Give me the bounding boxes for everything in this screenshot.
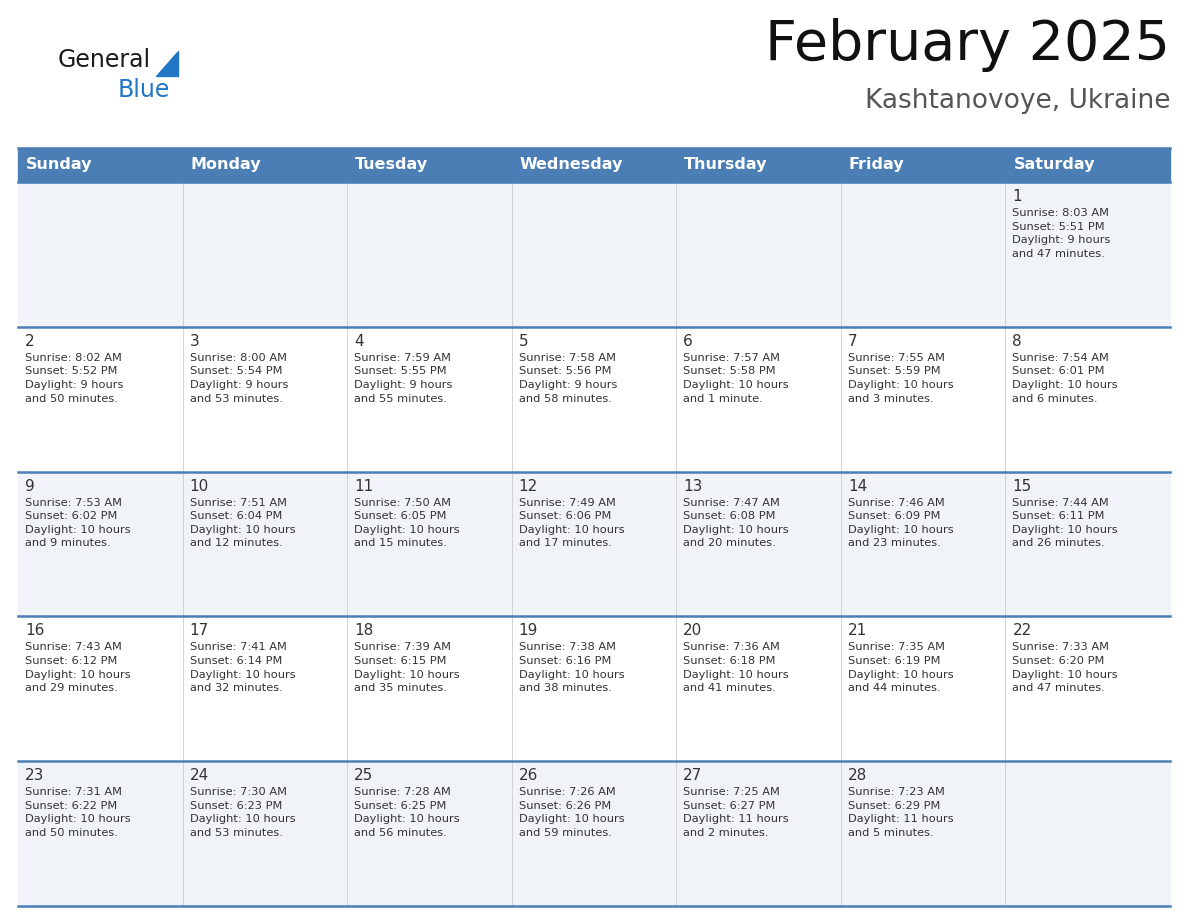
Text: Sunrise: 8:03 AM
Sunset: 5:51 PM
Daylight: 9 hours
and 47 minutes.: Sunrise: 8:03 AM Sunset: 5:51 PM Dayligh… <box>1012 208 1111 259</box>
Text: 20: 20 <box>683 623 702 638</box>
Text: 23: 23 <box>25 768 44 783</box>
Text: 1: 1 <box>1012 189 1022 204</box>
Text: 26: 26 <box>519 768 538 783</box>
Text: Sunrise: 7:36 AM
Sunset: 6:18 PM
Daylight: 10 hours
and 41 minutes.: Sunrise: 7:36 AM Sunset: 6:18 PM Dayligh… <box>683 643 789 693</box>
Text: Sunrise: 7:28 AM
Sunset: 6:25 PM
Daylight: 10 hours
and 56 minutes.: Sunrise: 7:28 AM Sunset: 6:25 PM Dayligh… <box>354 788 460 838</box>
Text: Sunrise: 7:38 AM
Sunset: 6:16 PM
Daylight: 10 hours
and 38 minutes.: Sunrise: 7:38 AM Sunset: 6:16 PM Dayligh… <box>519 643 625 693</box>
Text: 11: 11 <box>354 478 373 494</box>
Text: February 2025: February 2025 <box>765 18 1170 72</box>
Text: 9: 9 <box>25 478 34 494</box>
Text: Sunrise: 7:50 AM
Sunset: 6:05 PM
Daylight: 10 hours
and 15 minutes.: Sunrise: 7:50 AM Sunset: 6:05 PM Dayligh… <box>354 498 460 548</box>
Text: Monday: Monday <box>190 158 261 173</box>
Text: Wednesday: Wednesday <box>519 158 623 173</box>
Text: Sunrise: 7:31 AM
Sunset: 6:22 PM
Daylight: 10 hours
and 50 minutes.: Sunrise: 7:31 AM Sunset: 6:22 PM Dayligh… <box>25 788 131 838</box>
Text: Thursday: Thursday <box>684 158 767 173</box>
Text: Sunday: Sunday <box>26 158 93 173</box>
Text: 7: 7 <box>848 334 858 349</box>
Text: Sunrise: 7:47 AM
Sunset: 6:08 PM
Daylight: 10 hours
and 20 minutes.: Sunrise: 7:47 AM Sunset: 6:08 PM Dayligh… <box>683 498 789 548</box>
Text: Sunrise: 7:33 AM
Sunset: 6:20 PM
Daylight: 10 hours
and 47 minutes.: Sunrise: 7:33 AM Sunset: 6:20 PM Dayligh… <box>1012 643 1118 693</box>
Text: Sunrise: 7:30 AM
Sunset: 6:23 PM
Daylight: 10 hours
and 53 minutes.: Sunrise: 7:30 AM Sunset: 6:23 PM Dayligh… <box>190 788 295 838</box>
Text: Sunrise: 7:41 AM
Sunset: 6:14 PM
Daylight: 10 hours
and 32 minutes.: Sunrise: 7:41 AM Sunset: 6:14 PM Dayligh… <box>190 643 295 693</box>
Text: 28: 28 <box>848 768 867 783</box>
Text: 22: 22 <box>1012 623 1031 638</box>
Text: Sunrise: 7:54 AM
Sunset: 6:01 PM
Daylight: 10 hours
and 6 minutes.: Sunrise: 7:54 AM Sunset: 6:01 PM Dayligh… <box>1012 353 1118 404</box>
Text: 16: 16 <box>25 623 44 638</box>
Text: Kashtanovoye, Ukraine: Kashtanovoye, Ukraine <box>865 88 1170 114</box>
Bar <box>18 327 1170 472</box>
Text: 3: 3 <box>190 334 200 349</box>
Text: Sunrise: 8:02 AM
Sunset: 5:52 PM
Daylight: 9 hours
and 50 minutes.: Sunrise: 8:02 AM Sunset: 5:52 PM Dayligh… <box>25 353 124 404</box>
Text: Sunrise: 7:35 AM
Sunset: 6:19 PM
Daylight: 10 hours
and 44 minutes.: Sunrise: 7:35 AM Sunset: 6:19 PM Dayligh… <box>848 643 954 693</box>
Text: Sunrise: 7:53 AM
Sunset: 6:02 PM
Daylight: 10 hours
and 9 minutes.: Sunrise: 7:53 AM Sunset: 6:02 PM Dayligh… <box>25 498 131 548</box>
Text: Sunrise: 7:55 AM
Sunset: 5:59 PM
Daylight: 10 hours
and 3 minutes.: Sunrise: 7:55 AM Sunset: 5:59 PM Dayligh… <box>848 353 954 404</box>
Polygon shape <box>156 51 178 76</box>
Text: Sunrise: 8:00 AM
Sunset: 5:54 PM
Daylight: 9 hours
and 53 minutes.: Sunrise: 8:00 AM Sunset: 5:54 PM Dayligh… <box>190 353 287 404</box>
Text: Sunrise: 7:57 AM
Sunset: 5:58 PM
Daylight: 10 hours
and 1 minute.: Sunrise: 7:57 AM Sunset: 5:58 PM Dayligh… <box>683 353 789 404</box>
Text: 4: 4 <box>354 334 364 349</box>
Text: 17: 17 <box>190 623 209 638</box>
Text: Sunrise: 7:49 AM
Sunset: 6:06 PM
Daylight: 10 hours
and 17 minutes.: Sunrise: 7:49 AM Sunset: 6:06 PM Dayligh… <box>519 498 625 548</box>
Text: 24: 24 <box>190 768 209 783</box>
Text: 8: 8 <box>1012 334 1022 349</box>
Text: Sunrise: 7:58 AM
Sunset: 5:56 PM
Daylight: 9 hours
and 58 minutes.: Sunrise: 7:58 AM Sunset: 5:56 PM Dayligh… <box>519 353 617 404</box>
Bar <box>18 148 1170 182</box>
Text: Sunrise: 7:51 AM
Sunset: 6:04 PM
Daylight: 10 hours
and 12 minutes.: Sunrise: 7:51 AM Sunset: 6:04 PM Dayligh… <box>190 498 295 548</box>
Text: Saturday: Saturday <box>1013 158 1095 173</box>
Text: 27: 27 <box>683 768 702 783</box>
Text: 21: 21 <box>848 623 867 638</box>
Text: 19: 19 <box>519 623 538 638</box>
Text: Sunrise: 7:43 AM
Sunset: 6:12 PM
Daylight: 10 hours
and 29 minutes.: Sunrise: 7:43 AM Sunset: 6:12 PM Dayligh… <box>25 643 131 693</box>
Text: Sunrise: 7:26 AM
Sunset: 6:26 PM
Daylight: 10 hours
and 59 minutes.: Sunrise: 7:26 AM Sunset: 6:26 PM Dayligh… <box>519 788 625 838</box>
Bar <box>18 616 1170 761</box>
Text: 15: 15 <box>1012 478 1031 494</box>
Bar <box>18 182 1170 327</box>
Text: 12: 12 <box>519 478 538 494</box>
Bar <box>18 761 1170 906</box>
Text: 18: 18 <box>354 623 373 638</box>
Text: Blue: Blue <box>118 78 170 102</box>
Text: Sunrise: 7:46 AM
Sunset: 6:09 PM
Daylight: 10 hours
and 23 minutes.: Sunrise: 7:46 AM Sunset: 6:09 PM Dayligh… <box>848 498 954 548</box>
Text: 25: 25 <box>354 768 373 783</box>
Text: 10: 10 <box>190 478 209 494</box>
Text: 6: 6 <box>683 334 693 349</box>
Text: 2: 2 <box>25 334 34 349</box>
Text: General: General <box>58 48 151 72</box>
Text: 13: 13 <box>683 478 702 494</box>
Text: Sunrise: 7:44 AM
Sunset: 6:11 PM
Daylight: 10 hours
and 26 minutes.: Sunrise: 7:44 AM Sunset: 6:11 PM Dayligh… <box>1012 498 1118 548</box>
Text: Sunrise: 7:39 AM
Sunset: 6:15 PM
Daylight: 10 hours
and 35 minutes.: Sunrise: 7:39 AM Sunset: 6:15 PM Dayligh… <box>354 643 460 693</box>
Text: Tuesday: Tuesday <box>355 158 428 173</box>
Text: 14: 14 <box>848 478 867 494</box>
Bar <box>18 472 1170 616</box>
Text: Sunrise: 7:23 AM
Sunset: 6:29 PM
Daylight: 11 hours
and 5 minutes.: Sunrise: 7:23 AM Sunset: 6:29 PM Dayligh… <box>848 788 954 838</box>
Text: 5: 5 <box>519 334 529 349</box>
Text: Sunrise: 7:25 AM
Sunset: 6:27 PM
Daylight: 11 hours
and 2 minutes.: Sunrise: 7:25 AM Sunset: 6:27 PM Dayligh… <box>683 788 789 838</box>
Text: Friday: Friday <box>849 158 904 173</box>
Text: Sunrise: 7:59 AM
Sunset: 5:55 PM
Daylight: 9 hours
and 55 minutes.: Sunrise: 7:59 AM Sunset: 5:55 PM Dayligh… <box>354 353 453 404</box>
